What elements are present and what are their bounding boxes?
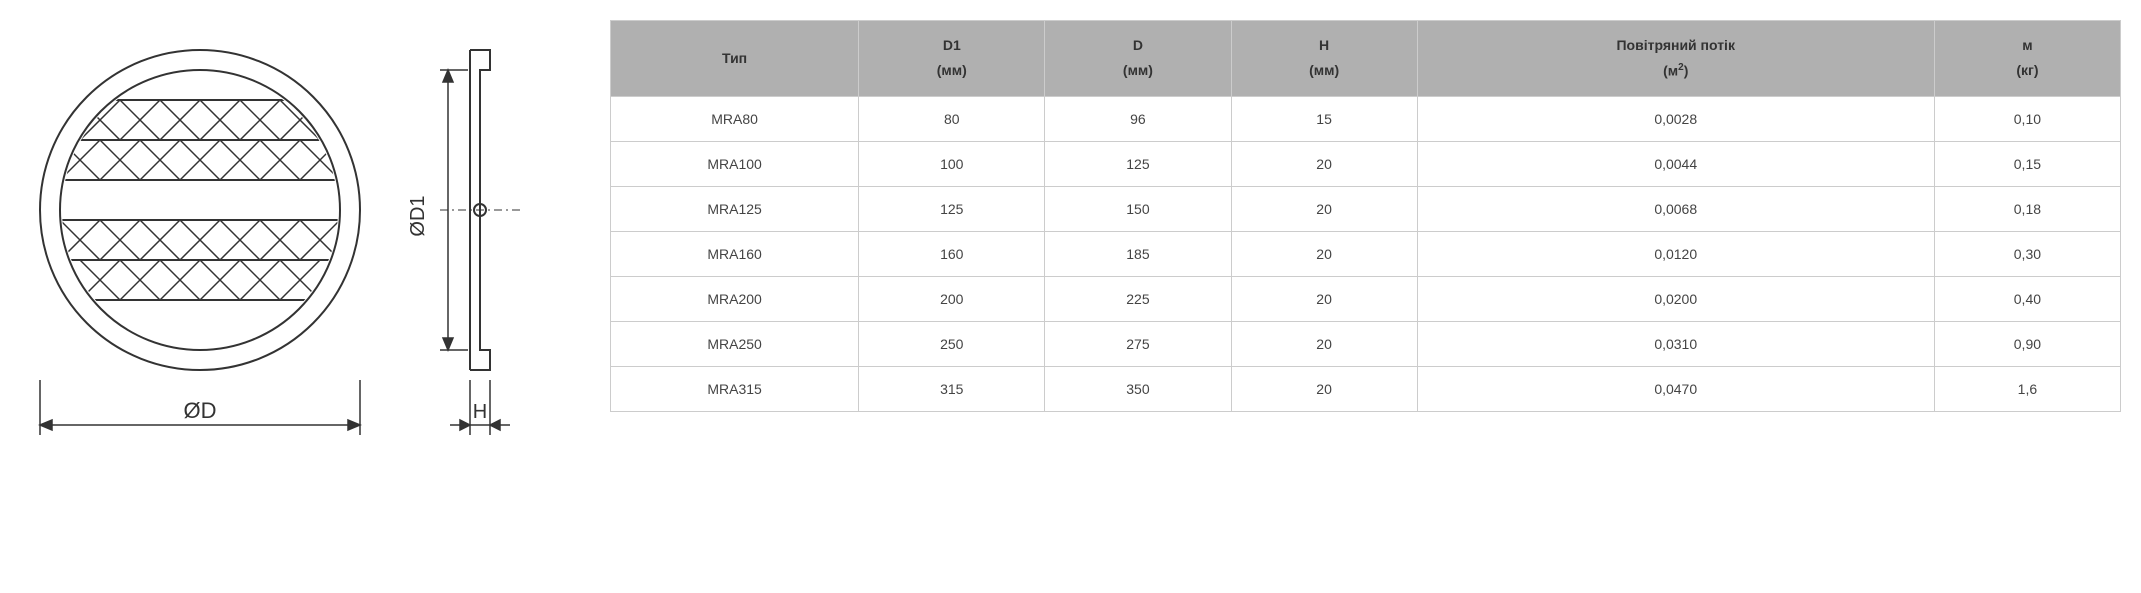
table-cell: 0,10	[1934, 96, 2120, 141]
table-cell: 20	[1231, 141, 1417, 186]
specs-table: ТипD1(мм)D(мм)H(мм)Повітряний потік(м2)м…	[610, 20, 2121, 412]
table-cell: 315	[859, 366, 1045, 411]
table-cell: 225	[1045, 276, 1231, 321]
table-header-cell: Повітряний потік(м2)	[1417, 21, 1934, 97]
table-row: MRA200200225200,02000,40	[611, 276, 2121, 321]
table-cell: 0,18	[1934, 186, 2120, 231]
dim-label-d1: ØD1	[410, 195, 429, 236]
side-view-diagram: ØD1 H	[410, 20, 550, 460]
table-cell: 20	[1231, 366, 1417, 411]
table-cell: 0,0044	[1417, 141, 1934, 186]
table-cell: MRA160	[611, 231, 859, 276]
dim-label-d: ØD	[184, 398, 217, 423]
table-cell: 20	[1231, 276, 1417, 321]
table-header-cell: D(мм)	[1045, 21, 1231, 97]
table-header-cell: H(мм)	[1231, 21, 1417, 97]
page-container: ØD ØD1	[20, 20, 2121, 460]
table-cell: 350	[1045, 366, 1231, 411]
table-cell: MRA125	[611, 186, 859, 231]
table-cell: 0,0310	[1417, 321, 1934, 366]
table-cell: 0,0200	[1417, 276, 1934, 321]
table-cell: 0,90	[1934, 321, 2120, 366]
table-cell: 20	[1231, 231, 1417, 276]
table-cell: MRA200	[611, 276, 859, 321]
table-cell: 250	[859, 321, 1045, 366]
table-header-cell: Тип	[611, 21, 859, 97]
table-cell: 275	[1045, 321, 1231, 366]
table-cell: 96	[1045, 96, 1231, 141]
table-row: MRA250250275200,03100,90	[611, 321, 2121, 366]
table-row: MRA315315350200,04701,6	[611, 366, 2121, 411]
table-header: ТипD1(мм)D(мм)H(мм)Повітряний потік(м2)м…	[611, 21, 2121, 97]
table-cell: 200	[859, 276, 1045, 321]
table-cell: 0,15	[1934, 141, 2120, 186]
table-cell: MRA100	[611, 141, 859, 186]
table-row: MRA100100125200,00440,15	[611, 141, 2121, 186]
table-cell: 125	[859, 186, 1045, 231]
table-cell: 1,6	[1934, 366, 2120, 411]
technical-diagram: ØD ØD1	[20, 20, 550, 460]
dim-label-h: H	[473, 401, 487, 423]
table-cell: 0,0120	[1417, 231, 1934, 276]
table-header-cell: D1(мм)	[859, 21, 1045, 97]
table-cell: 0,0470	[1417, 366, 1934, 411]
table-row: MRA160160185200,01200,30	[611, 231, 2121, 276]
table-cell: 0,40	[1934, 276, 2120, 321]
table-cell: 20	[1231, 321, 1417, 366]
table-cell: MRA80	[611, 96, 859, 141]
table-cell: 0,30	[1934, 231, 2120, 276]
table-cell: MRA250	[611, 321, 859, 366]
front-view-diagram: ØD	[20, 20, 380, 460]
table-cell: 15	[1231, 96, 1417, 141]
table-cell: 125	[1045, 141, 1231, 186]
table-cell: 0,0068	[1417, 186, 1934, 231]
table-cell: MRA315	[611, 366, 859, 411]
table-cell: 150	[1045, 186, 1231, 231]
table-cell: 0,0028	[1417, 96, 1934, 141]
table-row: MRA125125150200,00680,18	[611, 186, 2121, 231]
table-body: MRA808096150,00280,10MRA100100125200,004…	[611, 96, 2121, 411]
table-cell: 100	[859, 141, 1045, 186]
table-cell: 20	[1231, 186, 1417, 231]
table-cell: 160	[859, 231, 1045, 276]
table-cell: 185	[1045, 231, 1231, 276]
table-header-cell: м(кг)	[1934, 21, 2120, 97]
table-cell: 80	[859, 96, 1045, 141]
table-row: MRA808096150,00280,10	[611, 96, 2121, 141]
